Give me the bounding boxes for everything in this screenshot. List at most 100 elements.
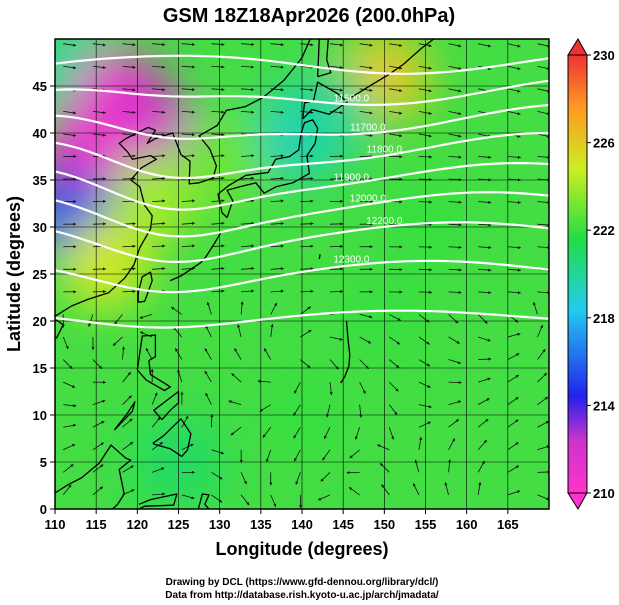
streamline-113 [389, 359, 400, 369]
streamline-181 [389, 267, 403, 272]
streamline-289 [63, 110, 77, 115]
streamline-198 [389, 245, 403, 249]
streamline-310 [181, 88, 195, 92]
streamline-176 [241, 266, 255, 271]
height-contour-1 [55, 79, 549, 107]
streamline-341 [92, 43, 106, 47]
streamline-62 [388, 427, 395, 440]
coast-hainan [55, 319, 64, 339]
streamline-28 [379, 462, 390, 473]
streamline-97 [418, 381, 431, 388]
streamline-350 [359, 43, 373, 47]
y-tick-label-20: 20 [33, 314, 47, 329]
streamline-189 [122, 244, 136, 248]
streamline-115 [448, 359, 462, 365]
streamline-302 [448, 110, 462, 115]
field-sample-6 [58, 218, 151, 311]
streamline-193 [241, 244, 255, 248]
coast-palawan [113, 401, 136, 431]
streamline-114 [418, 359, 431, 367]
contour-label-0: 11500.0 [334, 93, 370, 104]
streamline-43 [322, 449, 331, 461]
x-tick-label-150: 150 [373, 517, 395, 532]
streamline-222 [92, 199, 106, 203]
streamline-108 [234, 348, 242, 360]
streamline-262 [270, 154, 284, 158]
x-tick-label-165: 165 [497, 517, 519, 532]
streamline-345 [211, 42, 225, 46]
coast-halmahera [197, 493, 210, 509]
streamline-330 [270, 65, 284, 69]
x-tick-label-145: 145 [332, 517, 354, 532]
x-axis-ticks: 110 115 120 125 130 135 140 145 150 155 160 165 [45, 509, 519, 532]
streamline-183 [448, 268, 462, 272]
streamline-83 [507, 396, 519, 405]
streamline-268 [448, 155, 462, 159]
y-tick-label-25: 25 [33, 267, 47, 282]
streamline-336 [448, 65, 462, 70]
streamline-168 [507, 291, 521, 295]
streamline-202 [507, 246, 521, 250]
height-contour-8 [55, 309, 549, 329]
streamline-204 [63, 222, 77, 226]
x-tick-label-155: 155 [415, 517, 437, 532]
streamline-228 [270, 199, 284, 203]
streamline-21 [181, 470, 195, 474]
streamline-273 [92, 133, 106, 137]
streamline-126 [270, 324, 274, 338]
colorbar-tick-label-230: 230 [593, 48, 615, 63]
streamline-0 [62, 484, 72, 496]
y-tick-label-0: 0 [40, 502, 47, 517]
streamline-52 [92, 420, 105, 428]
streamline-192 [211, 244, 225, 248]
x-tick-label-160: 160 [456, 517, 478, 532]
streamline-332 [329, 65, 343, 70]
streamline-105 [145, 347, 153, 360]
streamline-125 [237, 324, 242, 338]
streamline-246 [300, 177, 314, 181]
contour-label-3: 11900.0 [334, 172, 370, 183]
streamline-321 [507, 88, 521, 93]
streamline-172 [122, 267, 136, 271]
chart-title: GSM 18Z18Apr2026 (200.0hPa) [163, 5, 455, 27]
streamline-116 [478, 357, 492, 361]
streamline-290 [92, 110, 106, 115]
streamline-90 [204, 370, 212, 383]
streamline-241 [152, 176, 166, 180]
height-contour-2 [55, 103, 549, 140]
streamline-40 [239, 449, 243, 463]
streamline-20 [152, 467, 165, 473]
streamline-191 [181, 244, 195, 248]
streamline-344 [181, 42, 195, 46]
streamline-292 [152, 110, 166, 114]
height-contour-0 [55, 54, 549, 75]
streamline-179 [329, 267, 343, 271]
streamline-196 [329, 244, 343, 248]
streamline-312 [241, 88, 255, 92]
streamline-85 [63, 381, 76, 388]
contour-label-6: 12300.0 [333, 254, 370, 265]
y-tick-label-10: 10 [33, 408, 47, 423]
streamline-325 [122, 65, 136, 69]
field-sample-9 [280, 68, 373, 161]
streamline-49 [507, 442, 519, 451]
streamline-61 [354, 427, 361, 440]
streamline-44 [349, 449, 360, 459]
streamline-45 [377, 444, 390, 451]
streamline-159 [241, 289, 255, 293]
streamline-24 [269, 472, 273, 486]
plot-area: 11500.0 11700.0 11800.0 11900.0 12000.0 12200… [55, 39, 549, 509]
colorbar-tick-label-218: 218 [593, 311, 615, 326]
streamline-348 [300, 43, 314, 47]
streamline-342 [122, 43, 136, 47]
streamline-22 [211, 472, 223, 480]
credit-drawing: Drawing by DCL (https://www.gfd-dennou.o… [166, 577, 439, 588]
streamline-190 [152, 244, 166, 248]
streamline-324 [92, 65, 106, 69]
streamline-272 [63, 133, 77, 137]
x-tick-label-115: 115 [86, 517, 107, 532]
streamline-12 [412, 483, 420, 496]
streamline-291 [122, 110, 136, 114]
streamline-46 [418, 436, 423, 450]
streamline-329 [241, 65, 255, 69]
